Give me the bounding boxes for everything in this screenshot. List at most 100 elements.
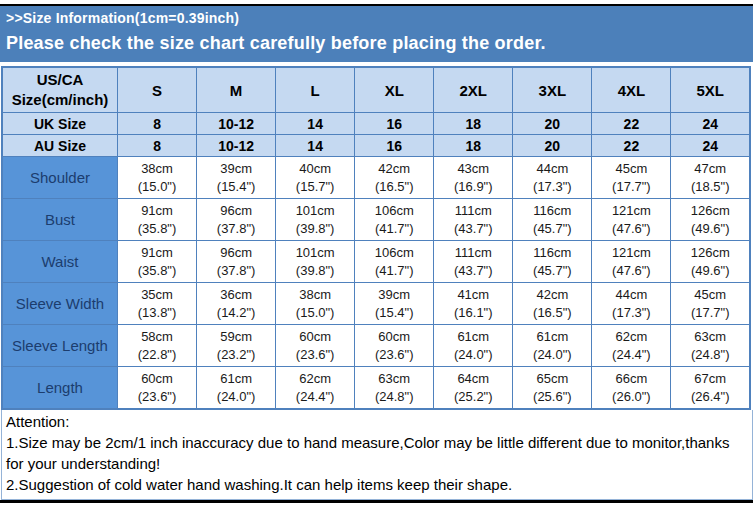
measurement-value: 61cm(24.0") (434, 325, 513, 367)
measurement-value: 101cm(39.8") (276, 199, 355, 241)
measurement-value: 111cm(43.7") (434, 241, 513, 283)
value-cm: 42cm (513, 286, 591, 304)
size-row-value: 16 (355, 135, 434, 157)
measurement-value: 39cm(15.4") (355, 283, 434, 325)
value-inch: (49.6") (671, 262, 749, 280)
measurement-value: 38cm(15.0") (276, 283, 355, 325)
value-cm: 42cm (355, 160, 433, 178)
value-cm: 106cm (355, 244, 433, 262)
value-inch: (49.6") (671, 220, 749, 238)
value-inch: (15.4") (355, 304, 433, 322)
value-inch: (18.5") (671, 178, 749, 196)
measurement-value: 126cm(49.6") (671, 241, 750, 283)
value-inch: (37.8") (197, 262, 275, 280)
value-inch: (16.5") (513, 304, 591, 322)
attention-note: 1.Size may be 2cm/1 inch inaccuracy due … (6, 432, 747, 474)
value-cm: 65cm (513, 370, 591, 388)
measurement-value: 60cm(23.6") (355, 325, 434, 367)
measurement-value: 43cm(16.9") (434, 157, 513, 199)
measurement-value: 45cm(17.7") (671, 283, 750, 325)
measurement-value: 64cm(25.2") (434, 367, 513, 410)
value-inch: (24.8") (671, 346, 749, 364)
measurement-value: 62cm(24.4") (592, 325, 671, 367)
header-notice: Please check the size chart carefully be… (6, 33, 745, 54)
size-row-value: 10-12 (197, 135, 276, 157)
value-cm: 44cm (592, 286, 670, 304)
value-cm: 111cm (434, 244, 512, 262)
value-cm: 126cm (671, 244, 749, 262)
measurement-value: 36cm(14.2") (197, 283, 276, 325)
measurement-row: Sleeve Length58cm(22.8")59cm(23.2")60cm(… (2, 325, 750, 367)
measurement-value: 61cm(24.0") (197, 367, 276, 410)
measurement-value: 67cm(26.4") (671, 367, 750, 410)
size-column-header: XL (355, 67, 434, 113)
value-inch: (43.7") (434, 262, 512, 280)
value-inch: (45.7") (513, 220, 591, 238)
value-inch: (39.8") (276, 220, 354, 238)
value-inch: (15.0") (276, 304, 354, 322)
header-banner: >>Size Information(1cm=0.39inch) Please … (0, 6, 753, 62)
value-cm: 40cm (276, 160, 354, 178)
value-inch: (15.0") (118, 178, 196, 196)
measurement-value: 44cm(17.3") (592, 283, 671, 325)
value-cm: 91cm (118, 244, 196, 262)
value-inch: (24.0") (434, 346, 512, 364)
value-inch: (17.3") (513, 178, 591, 196)
value-inch: (25.2") (434, 388, 512, 406)
attention-title: Attention: (6, 411, 747, 432)
size-column-header: S (118, 67, 197, 113)
value-cm: 38cm (276, 286, 354, 304)
size-row-value: 24 (671, 135, 750, 157)
measurement-row: Bust91cm(35.8")96cm(37.8")101cm(39.8")10… (2, 199, 750, 241)
value-inch: (26.0") (592, 388, 670, 406)
measurement-label: Length (2, 367, 118, 410)
value-inch: (24.4") (276, 388, 354, 406)
value-inch: (17.7") (671, 304, 749, 322)
measurement-value: 35cm(13.8") (118, 283, 197, 325)
value-inch: (17.7") (592, 178, 670, 196)
value-inch: (23.6") (276, 346, 354, 364)
value-inch: (25.6") (513, 388, 591, 406)
size-row-value: 18 (434, 113, 513, 135)
value-cm: 91cm (118, 202, 196, 220)
bottom-divider (0, 500, 753, 503)
attention-notes: 1.Size may be 2cm/1 inch inaccuracy due … (6, 432, 747, 495)
measurement-label: Shoulder (2, 157, 118, 199)
measurement-value: 38cm(15.0") (118, 157, 197, 199)
value-cm: 111cm (434, 202, 512, 220)
value-cm: 47cm (671, 160, 749, 178)
value-cm: 61cm (513, 328, 591, 346)
measurement-value: 121cm(47.6") (592, 241, 671, 283)
size-row-label: UK Size (2, 113, 118, 135)
measurement-value: 60cm(23.6") (118, 367, 197, 410)
value-cm: 62cm (276, 370, 354, 388)
measurement-value: 61cm(24.0") (513, 325, 592, 367)
value-inch: (15.7") (276, 178, 354, 196)
value-cm: 66cm (592, 370, 670, 388)
measurement-value: 42cm(16.5") (355, 157, 434, 199)
measurement-value: 116cm(45.7") (513, 241, 592, 283)
value-inch: (35.8") (118, 220, 196, 238)
value-inch: (41.7") (355, 262, 433, 280)
measurement-value: 65cm(25.6") (513, 367, 592, 410)
size-row-value: 10-12 (197, 113, 276, 135)
measurement-value: 63cm(24.8") (355, 367, 434, 410)
size-row-value: 14 (276, 113, 355, 135)
value-cm: 35cm (118, 286, 196, 304)
measurement-value: 101cm(39.8") (276, 241, 355, 283)
value-cm: 41cm (434, 286, 512, 304)
value-cm: 96cm (197, 202, 275, 220)
measurement-row: Length60cm(23.6")61cm(24.0")62cm(24.4")6… (2, 367, 750, 410)
size-row-value: 8 (118, 135, 197, 157)
value-inch: (22.8") (118, 346, 196, 364)
measurement-value: 41cm(16.1") (434, 283, 513, 325)
measurement-value: 106cm(41.7") (355, 241, 434, 283)
measurement-value: 58cm(22.8") (118, 325, 197, 367)
value-inch: (24.4") (592, 346, 670, 364)
measurement-value: 111cm(43.7") (434, 199, 513, 241)
size-row-value: 22 (592, 113, 671, 135)
measurement-row: Waist91cm(35.8")96cm(37.8")101cm(39.8")1… (2, 241, 750, 283)
value-inch: (14.2") (197, 304, 275, 322)
table-header-row: US/CA Size(cm/inch)SMLXL2XL3XL4XL5XL (2, 67, 750, 113)
size-row-value: 20 (513, 113, 592, 135)
